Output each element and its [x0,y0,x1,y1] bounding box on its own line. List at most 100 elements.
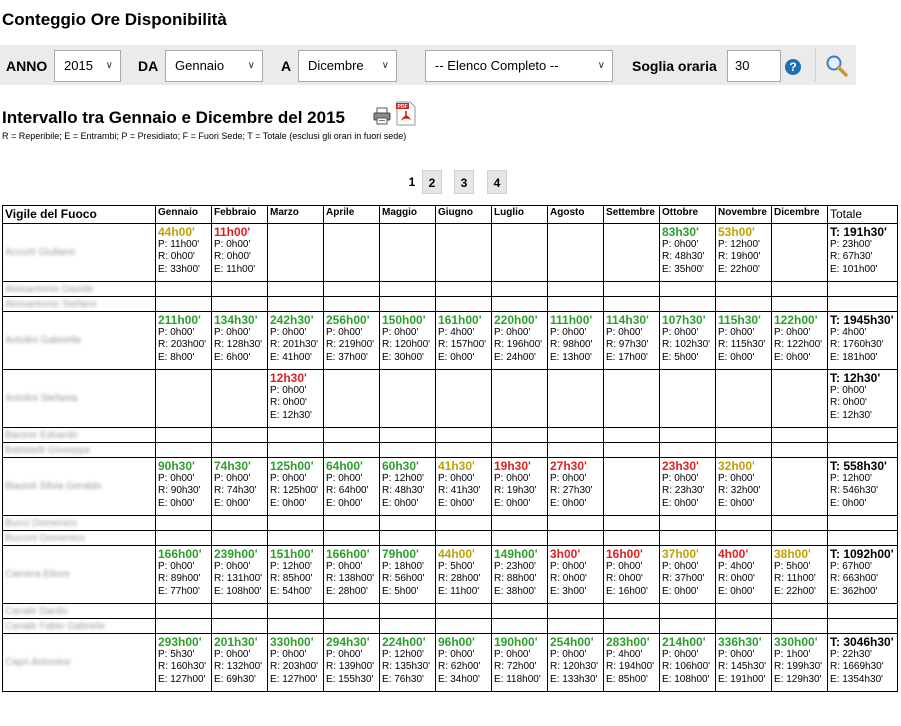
hours-detail: R: 122h00' [774,339,823,351]
hours-cell [547,369,604,428]
hours-detail: R: 132h00' [214,661,263,673]
hours-detail: E: 76h30' [382,673,424,685]
hours-detail: R: 64h00' [326,485,369,497]
question-circle-icon[interactable]: ? [785,59,801,75]
hours-total: 27h30' [550,459,587,473]
hours-detail: R: 41h30' [438,485,481,497]
vigile-name: Canale Danilo [2,603,156,619]
hours-cell [827,296,898,312]
hours-detail: E: 16h00' [606,585,648,597]
table-row: Antolini Gabriella 211h00' P: 0h00' R: 203h… [2,311,898,370]
hours-detail: P: 0h00' [662,649,699,660]
hours-cell [547,223,604,282]
hours-detail: P: 0h00' [270,385,307,396]
hours-detail: E: 85h00' [606,673,648,685]
hours-cell [323,603,380,619]
table-row: Aloisantonio Davide [2,281,898,297]
hours-cell [323,442,380,458]
column-header: Maggio [379,205,436,224]
hours-detail: R: 139h00' [326,661,375,673]
hours-detail: R: 37h00' [662,573,705,585]
table-header-row: Vigile del Fuoco Gennaio Febbraio Marzo Apri… [2,205,898,224]
hours-cell: T: 12h30' P: 0h00' R: 0h00' E: 12h30' [827,369,898,428]
elenco-select[interactable]: -- Elenco Completo -- ∨ [425,50,613,82]
hours-total: T: 12h30' [830,371,881,385]
hours-cell [771,427,828,443]
da-label: DA [138,58,159,74]
hours-detail: R: 1760h30' [830,339,884,351]
hours-cell [491,442,548,458]
hours-detail: E: 33h00' [158,263,200,275]
hours-total: 60h30' [382,459,419,473]
hours-detail: E: 0h00' [774,351,811,363]
column-header: Aprile [323,205,380,224]
hours-cell [771,457,828,516]
hours-detail: E: 0h00' [158,497,195,509]
page-current: 1 [408,175,416,189]
hours-cell [155,603,212,619]
table-row: Accurti Giuliano 44h00' P: 11h00' R: 0h00' E… [2,223,898,282]
anno-select[interactable]: 2015 ∨ [54,50,121,82]
hours-detail: E: 22h00' [774,585,816,597]
da-select[interactable]: Gennaio ∨ [165,50,263,82]
hours-total: 125h00' [270,459,314,473]
hours-detail: P: 0h00' [270,473,307,484]
hours-detail: P: 0h00' [326,473,363,484]
hours-detail: P: 23h00' [494,561,536,572]
hours-detail: R: 0h00' [830,397,867,409]
a-select[interactable]: Dicembre ∨ [298,50,397,82]
hours-cell: 166h00' P: 0h00' R: 138h00' E: 28h00' [323,545,380,604]
hours-cell [323,223,380,282]
hours-cell [323,296,380,312]
hours-detail: E: 11h00' [438,585,480,597]
hours-detail: R: 0h00' [158,251,195,263]
hours-cell [267,530,324,546]
vigile-name: Aloisantonio Stefano [2,296,156,312]
table-row: Canale Fabio Gabriele [2,618,898,634]
hours-detail: R: 120h30' [550,661,599,673]
hours-detail: E: 37h00' [326,351,368,363]
hours-detail: R: 48h30' [382,485,425,497]
hours-cell [211,603,268,619]
hours-detail: P: 0h00' [494,473,531,484]
hours-detail: P: 0h00' [158,327,195,338]
hours-detail: E: 127h00' [158,673,206,685]
hours-detail: P: 4h00' [830,327,867,338]
hours-cell [603,603,660,619]
page-button[interactable]: 2 [422,170,442,194]
page-button[interactable]: 3 [454,170,474,194]
hours-cell [155,369,212,428]
vigile-name: Antolini Stefania [2,369,156,428]
hours-total: 166h00' [326,547,370,561]
hours-cell: 64h00' P: 0h00' R: 64h00' E: 0h00' [323,457,380,516]
pdf-icon[interactable]: PDF [396,101,416,126]
hours-detail: P: 0h00' [382,327,419,338]
soglia-input[interactable]: 30 [727,50,781,82]
hours-detail: R: 663h00' [830,573,879,585]
hours-detail: E: 0h00' [326,497,363,509]
hours-total: T: 191h30' [830,225,887,239]
hours-total: 74h30' [214,459,251,473]
hours-detail: E: 0h00' [718,351,755,363]
vigile-name: Blasioli Silvia Geraldo [2,457,156,516]
hours-cell [435,442,492,458]
hours-cell: 149h00' P: 23h00' R: 88h00' E: 38h00' [491,545,548,604]
hours-total: 150h00' [382,313,426,327]
hours-cell [379,515,436,531]
hours-detail: P: 12h00' [718,239,760,250]
vigile-name: Barone Edoardo [2,427,156,443]
vigile-name: Capri Antonino [2,633,156,692]
hours-total: 41h30' [438,459,475,473]
hours-cell: 107h30' P: 0h00' R: 102h30' E: 5h00' [659,311,716,370]
hours-total: 107h30' [662,313,706,327]
hours-cell: 283h00' P: 4h00' R: 194h00' E: 85h00' [603,633,660,692]
table-row: Barone Edoardo [2,427,898,443]
printer-icon[interactable] [373,107,391,125]
hours-cell [491,618,548,634]
table-row: Bucci Domenico [2,515,898,531]
hours-detail: E: 0h00' [438,497,475,509]
magnifier-icon[interactable] [825,54,849,78]
page-button[interactable]: 4 [487,170,507,194]
hours-cell [435,427,492,443]
hours-cell [771,530,828,546]
